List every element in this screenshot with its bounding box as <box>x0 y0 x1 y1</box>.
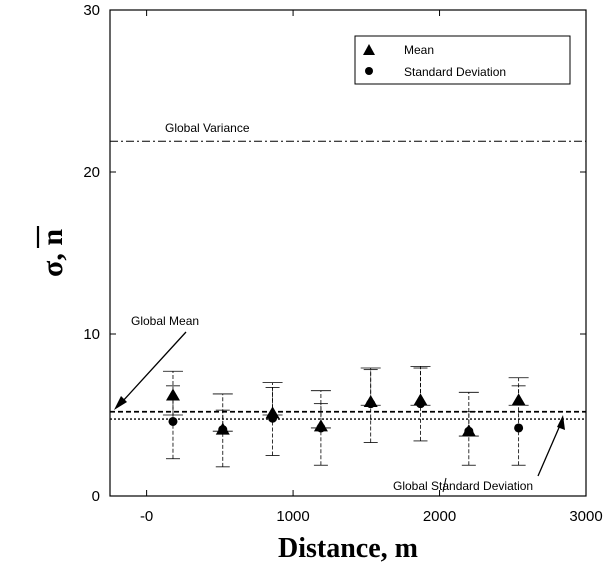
mean-point-8 <box>511 393 526 406</box>
global-variance-label: Global Variance <box>165 121 250 135</box>
x-tick-label-2: 1000 <box>276 508 309 525</box>
std-point-2 <box>218 425 228 435</box>
legend-std-marker <box>365 67 373 75</box>
error-bars <box>162 365 529 468</box>
y-axis-label: σ, n <box>36 229 69 277</box>
mean-point-1 <box>165 388 180 401</box>
legend-std-label: Standard Deviation <box>404 65 506 79</box>
y-tick-label-2: 10 <box>83 326 100 343</box>
x-tick-label-3: 2000 <box>423 508 456 525</box>
std-point-1 <box>168 416 178 426</box>
global-mean-label: Global Mean <box>131 314 199 328</box>
y-tick-label-1: 0 <box>92 488 100 505</box>
plot-frame <box>109 9 587 497</box>
y-tick-label-3: 20 <box>83 164 100 181</box>
global-std-label: Global Standard Deviation <box>393 479 533 493</box>
global-mean-arrow <box>114 331 187 410</box>
y-tick-label-4: 30 <box>83 2 100 19</box>
std-point-3 <box>268 413 278 423</box>
legend: Mean Standard Deviation <box>354 35 571 85</box>
std-point-8 <box>514 423 524 433</box>
std-point-7 <box>464 426 474 436</box>
mean-point-3 <box>265 406 280 419</box>
std-point-4 <box>316 423 326 433</box>
x-axis-label: Distance, m <box>278 533 418 564</box>
axis-ticks <box>110 9 587 497</box>
annotation-tick <box>442 477 447 493</box>
x-tick-label-1: -0 <box>140 508 153 525</box>
global-std-arrow <box>537 415 565 477</box>
x-tick-label-4: 3000 <box>569 508 602 525</box>
data-markers <box>165 388 526 437</box>
reference-lines <box>110 140 586 420</box>
legend-mean-label: Mean <box>404 43 434 57</box>
tick-labels: -0 1000 2000 3000 0 10 20 30 <box>83 2 602 525</box>
std-point-5 <box>366 399 376 409</box>
std-point-6 <box>415 399 425 409</box>
legend-mean-marker <box>363 44 375 55</box>
legend-box <box>354 35 571 85</box>
